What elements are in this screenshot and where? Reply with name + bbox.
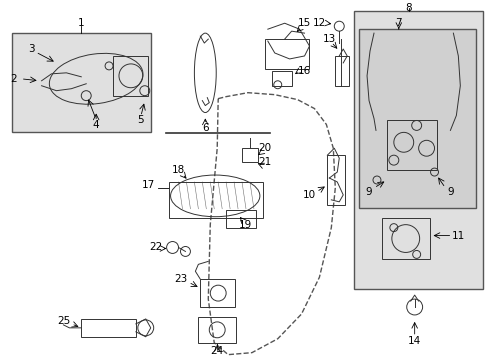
Text: 11: 11 [451,230,464,240]
Bar [381,218,428,260]
Bar [81,319,136,337]
Text: 19: 19 [238,220,251,230]
Text: 20: 20 [258,143,271,153]
Bar [353,11,482,289]
Bar [242,148,257,162]
Text: 18: 18 [172,165,185,175]
Text: 4: 4 [93,121,99,130]
Text: 2: 2 [10,74,17,84]
Text: 7: 7 [395,18,401,28]
Text: 12: 12 [312,18,325,28]
Text: 24: 24 [210,346,224,356]
Bar [168,182,263,218]
Bar [225,210,255,228]
Text: 17: 17 [142,180,155,190]
Text: 5: 5 [137,116,144,126]
Bar [358,29,475,208]
Text: 23: 23 [174,274,187,284]
Text: 15: 15 [297,18,310,28]
Text: 9: 9 [446,187,453,197]
Bar [386,121,436,170]
Text: 16: 16 [297,66,310,76]
Bar [335,56,348,86]
Bar [271,71,291,86]
Bar [198,317,236,343]
Bar [113,56,147,96]
Text: 22: 22 [149,243,162,252]
Text: 9: 9 [365,187,371,197]
Text: 1: 1 [78,18,84,28]
Text: 14: 14 [407,336,421,346]
Text: 3: 3 [28,44,35,54]
Text: 25: 25 [57,316,70,326]
Text: 6: 6 [202,123,208,134]
Text: 21: 21 [258,157,271,167]
Text: 8: 8 [405,3,411,13]
Bar [264,39,309,69]
Bar [200,279,235,307]
Text: 13: 13 [322,34,335,44]
Bar [12,33,150,132]
Bar [326,155,345,205]
Text: 10: 10 [302,190,315,200]
